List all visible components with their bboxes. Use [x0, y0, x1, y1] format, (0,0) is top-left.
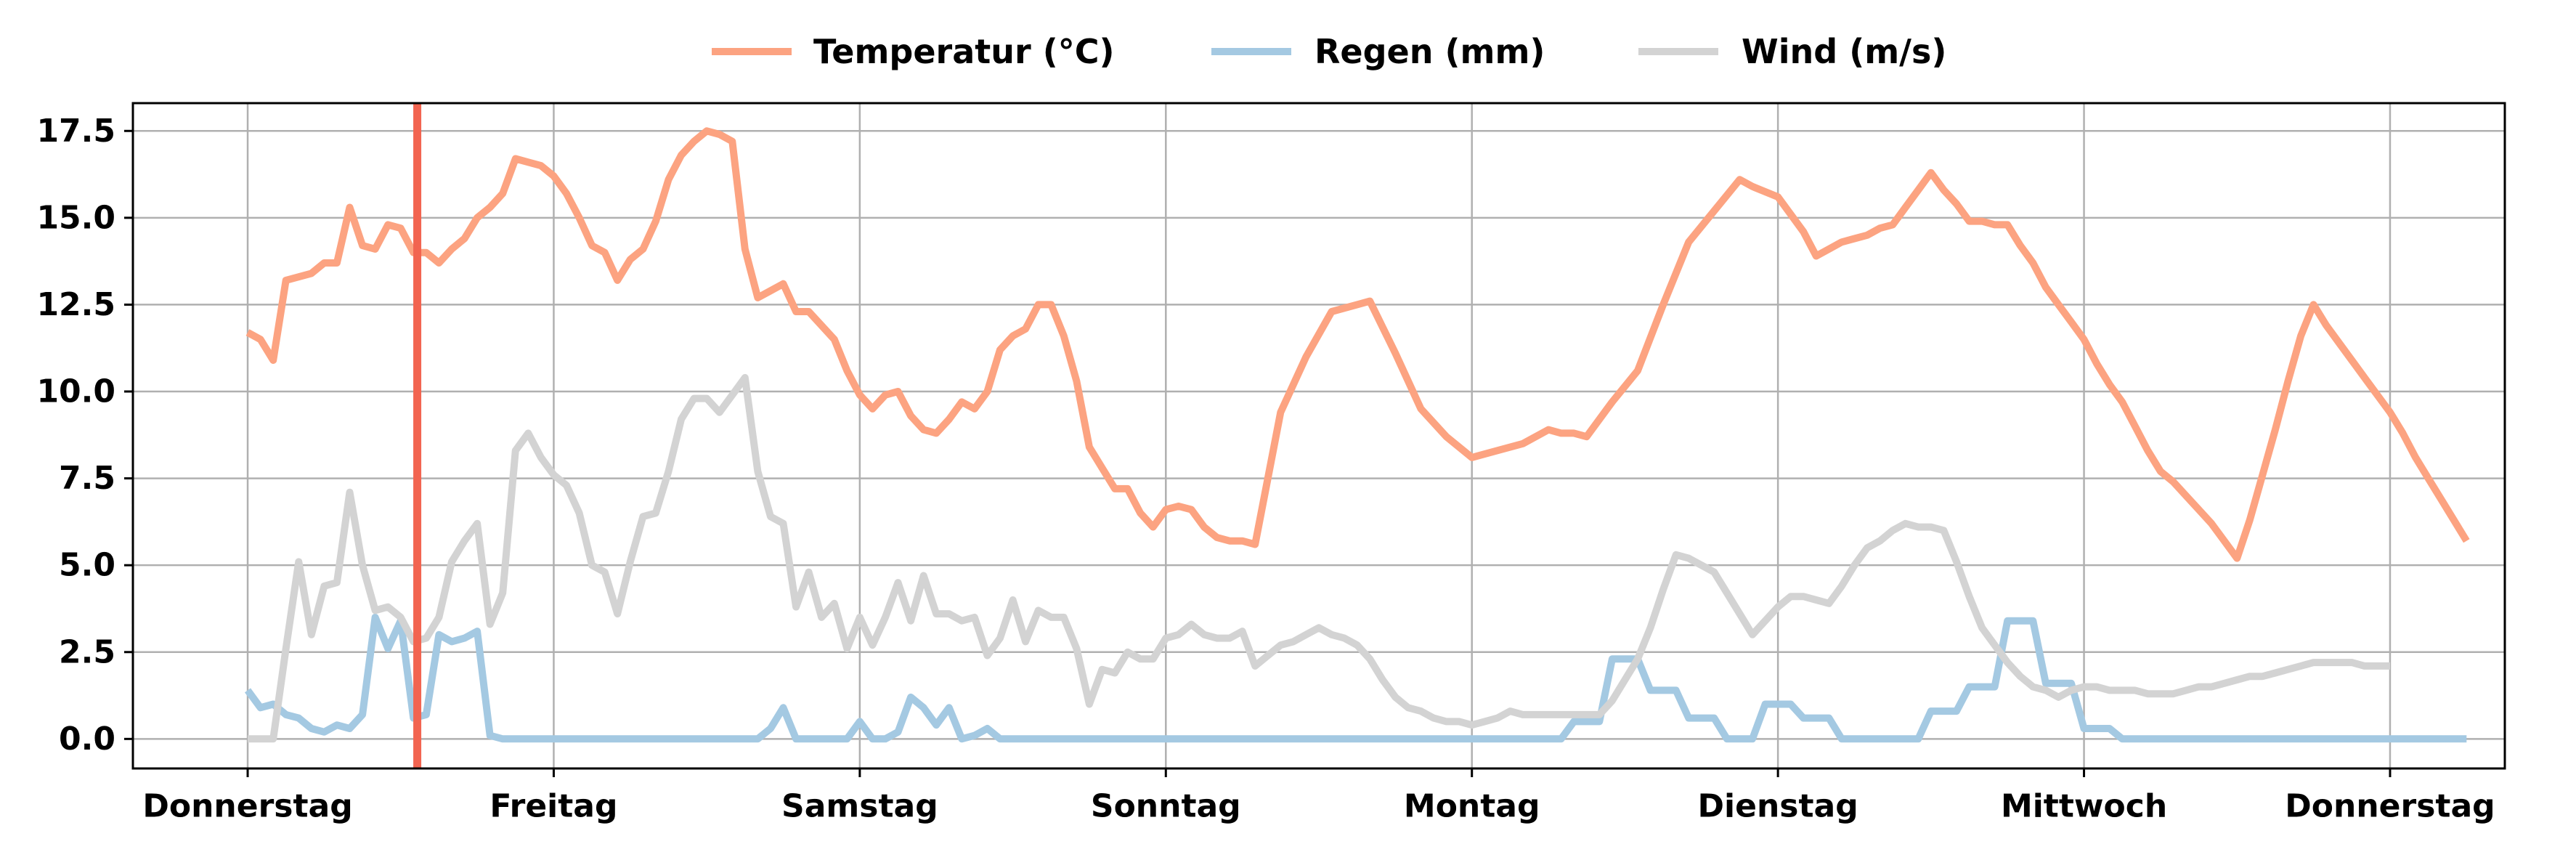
- legend: Temperatur (°C) Regen (mm) Wind (m/s): [712, 32, 1946, 71]
- y-axis: 0.0 2.5 5.0 7.5 10.0 12.5 15.0 17.5: [36, 113, 133, 758]
- y-tick-label: 5.0: [59, 547, 115, 584]
- series-lines: [244, 127, 2470, 743]
- x-tick-label: Donnerstag: [2285, 788, 2495, 825]
- x-tick-label: Freitag: [489, 788, 617, 825]
- series-line-0: [245, 127, 2470, 562]
- x-tick-label: Dienstag: [1698, 788, 1858, 825]
- grid-lines: [133, 103, 2505, 768]
- y-tick-label: 15.0: [36, 199, 115, 236]
- y-tick-label: 2.5: [59, 633, 115, 670]
- x-tick-label: Montag: [1404, 788, 1540, 825]
- y-tick-label: 0.0: [59, 721, 115, 758]
- plot-frame: [131, 102, 2506, 770]
- x-tick-label: Donnerstag: [142, 788, 352, 825]
- series-line-2: [248, 373, 2390, 743]
- x-tick-label: Samstag: [781, 788, 938, 825]
- y-tick-label: 17.5: [36, 113, 115, 150]
- y-tick-label: 10.0: [36, 373, 115, 410]
- x-axis: Donnerstag Freitag Samstag Sonntag Montag Die…: [142, 768, 2495, 825]
- legend-label: Temperatur (°C): [813, 32, 1115, 71]
- series-line-1: [244, 613, 2467, 743]
- legend-label: Wind (m/s): [1742, 32, 1946, 71]
- y-tick-label: 12.5: [36, 286, 115, 323]
- x-tick-label: Sonntag: [1091, 788, 1241, 825]
- legend-label: Regen (mm): [1315, 32, 1545, 71]
- x-tick-label: Mittwoch: [2001, 788, 2167, 825]
- y-tick-label: 7.5: [59, 460, 115, 497]
